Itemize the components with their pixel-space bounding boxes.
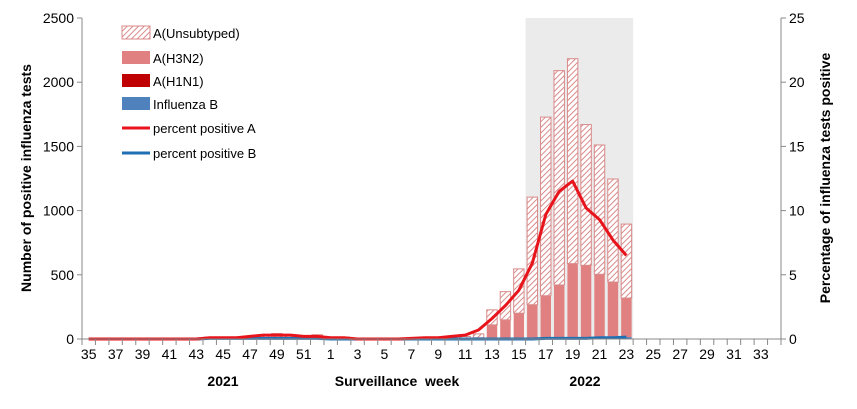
bar-a-h3n2--wk19 bbox=[567, 263, 578, 339]
legend-a-h3n2--label: A(H3N2) bbox=[153, 51, 204, 66]
x-tick-label: 19 bbox=[565, 346, 581, 362]
x-tick-label: 21 bbox=[592, 346, 608, 362]
bar-a-h3n2--wk14 bbox=[500, 319, 511, 339]
y-tick-label: 2000 bbox=[43, 74, 74, 90]
x-tick-label: 7 bbox=[407, 346, 415, 362]
legend-percent-positive-b-label: percent positive B bbox=[153, 146, 256, 161]
y2-tick-label: 0 bbox=[789, 331, 797, 347]
bar-a-unsubtyped--wk18 bbox=[553, 70, 565, 286]
bar-a-unsubtyped--wk12 bbox=[472, 333, 485, 339]
x-tick-label: 13 bbox=[484, 346, 500, 362]
y2-tick-label: 10 bbox=[789, 203, 805, 219]
x-tick-label: 27 bbox=[672, 346, 688, 362]
x-tick-label: 33 bbox=[753, 346, 769, 362]
x-tick-label: 43 bbox=[188, 346, 204, 362]
x-tick-label: 51 bbox=[296, 346, 312, 362]
legend-influenza-b-swatch bbox=[122, 97, 150, 110]
bar-a-h3n2--wk13 bbox=[486, 324, 498, 339]
bar-a-unsubtyped--wk21 bbox=[593, 144, 606, 275]
legend-influenza-b-label: Influenza B bbox=[153, 97, 218, 112]
y2-tick-label: 15 bbox=[789, 138, 805, 154]
bar-a-h3n2--wk15 bbox=[513, 313, 525, 339]
x-tick-label: 31 bbox=[726, 346, 742, 362]
legend-a-h1n1--swatch bbox=[122, 74, 150, 87]
x-tick-label: 47 bbox=[242, 346, 258, 362]
y-tick-label: 2500 bbox=[43, 10, 74, 26]
y2-tick-label: 25 bbox=[789, 10, 805, 26]
bar-a-unsubtyped--wk23 bbox=[620, 223, 633, 299]
x-tick-label: 1 bbox=[327, 346, 335, 362]
y-tick-label: 1500 bbox=[43, 138, 74, 154]
x-tick-label: 45 bbox=[215, 346, 231, 362]
y-axis-title: Number of positive influenza tests bbox=[18, 64, 34, 292]
x-tick-label: 11 bbox=[458, 346, 473, 362]
bar-a-unsubtyped--wk16 bbox=[526, 196, 539, 306]
y-tick-label: 1000 bbox=[43, 203, 74, 219]
y-tick-label: 0 bbox=[66, 331, 74, 347]
x-tick-label: 37 bbox=[108, 346, 124, 362]
x-tick-label: 15 bbox=[511, 346, 527, 362]
x-tick-label: 23 bbox=[619, 346, 635, 362]
year-label-2022: 2022 bbox=[569, 373, 600, 389]
legend-percent-positive-a-label: percent positive A bbox=[153, 121, 256, 136]
bar-a-unsubtyped--wk20 bbox=[580, 124, 592, 266]
year-label-2021: 2021 bbox=[207, 373, 238, 389]
y2-tick-label: 20 bbox=[789, 74, 805, 90]
bar-a-h3n2--wk17 bbox=[540, 295, 551, 339]
x-tick-label: 35 bbox=[81, 346, 97, 362]
x-tick-label: 25 bbox=[646, 346, 662, 362]
legend-a-unsubtyped--swatch bbox=[121, 25, 151, 40]
bar-a-h3n2--wk20 bbox=[580, 265, 592, 339]
legend-a-h3n2--swatch bbox=[122, 51, 150, 64]
bar-a-h3n2--wk22 bbox=[607, 281, 619, 338]
x-tick-label: 3 bbox=[354, 346, 362, 362]
bar-a-h3n2--wk23 bbox=[621, 298, 632, 338]
bar-a-h3n2--wk18 bbox=[553, 284, 565, 339]
x-tick-label: 41 bbox=[162, 346, 178, 362]
x-axis-title: Surveillance week bbox=[335, 373, 460, 389]
bar-a-unsubtyped--wk22 bbox=[607, 178, 619, 283]
x-tick-label: 49 bbox=[269, 346, 285, 362]
x-tick-label: 39 bbox=[135, 346, 151, 362]
y-tick-label: 500 bbox=[51, 267, 75, 283]
x-tick-label: 17 bbox=[538, 346, 554, 362]
bar-a-unsubtyped--wk19 bbox=[566, 58, 579, 265]
legend-a-unsubtyped--label: A(Unsubtyped) bbox=[153, 26, 240, 41]
y2-tick-label: 5 bbox=[789, 267, 797, 283]
x-tick-label: 5 bbox=[381, 346, 389, 362]
x-tick-label: 9 bbox=[434, 346, 442, 362]
legend-a-h1n1--label: A(H1N1) bbox=[153, 74, 204, 89]
y2-axis-title: Percentage of influenza tests positive bbox=[817, 53, 833, 304]
bar-a-h3n2--wk21 bbox=[594, 274, 605, 338]
bar-a-h3n2--wk16 bbox=[527, 304, 538, 339]
x-tick-label: 29 bbox=[699, 346, 715, 362]
